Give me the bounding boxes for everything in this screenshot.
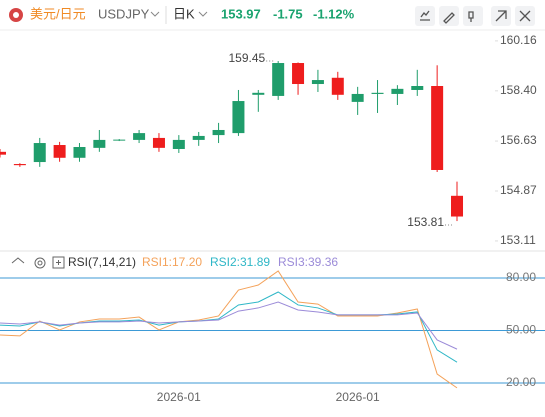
candle-body <box>351 93 364 102</box>
icon <box>519 10 531 22</box>
period[interactable]: 日K <box>173 6 195 21</box>
candle-body <box>391 88 404 94</box>
indicator-icon-plus <box>56 260 61 265</box>
rsi-header: RSI(7,14,21) <box>11 255 136 269</box>
change: -1.75 <box>273 6 303 21</box>
legend-entry: RSI3:39.36 <box>278 255 338 269</box>
x-tick-label: 2026-01 <box>157 390 201 404</box>
y-tick-label: 50.00 <box>506 323 536 337</box>
annotation: 153.81 <box>407 215 444 229</box>
price: 153.97 <box>221 6 261 21</box>
rsi-title: RSI(7,14,21) <box>68 255 136 269</box>
dropdown-arrow[interactable] <box>150 11 160 17</box>
tool-button[interactable] <box>415 6 435 26</box>
candle-body <box>411 86 424 90</box>
icon <box>495 10 507 22</box>
candle-body <box>212 129 225 136</box>
icon <box>468 11 474 22</box>
candle-body <box>93 139 106 148</box>
flag-icon-inner <box>13 12 19 18</box>
candle-body <box>33 143 46 163</box>
candle-body <box>0 151 6 155</box>
candle-body <box>451 195 464 217</box>
pair-name[interactable]: 美元/日元 <box>30 6 86 21</box>
y-tick-label: 20.00 <box>506 375 536 389</box>
candle-body <box>152 137 165 148</box>
indicator-icon[interactable] <box>52 256 65 269</box>
header: 美元/日元 USDJPY 日K 153.97 -1.75 -1.12% <box>0 6 545 31</box>
toolbar <box>415 6 535 26</box>
tool-icons <box>420 10 531 24</box>
candle-body <box>371 92 384 94</box>
candle-body <box>113 139 126 141</box>
icon <box>420 10 430 21</box>
x-tick-label: 2026-01 <box>336 390 380 404</box>
candle-body <box>73 147 86 158</box>
candle-body <box>331 77 344 95</box>
symbol: USDJPY <box>98 6 150 21</box>
dropdown-arrow[interactable] <box>198 11 208 17</box>
change-pct: -1.12% <box>313 6 355 21</box>
candle-body <box>252 92 265 95</box>
y-tick-label: 160.16 <box>500 33 537 47</box>
candle-body <box>311 80 324 85</box>
y-tick-label: 158.40 <box>500 83 537 97</box>
annotation: 159.45 <box>228 51 265 65</box>
candle-body <box>292 63 305 85</box>
y-tick-label: 156.63 <box>500 133 537 147</box>
icon <box>443 12 455 24</box>
candle-body <box>13 164 26 166</box>
candle-body <box>192 135 205 140</box>
settings-icon[interactable] <box>34 257 46 269</box>
y-tick-label: 154.87 <box>500 183 537 197</box>
rsi-line <box>0 301 458 350</box>
candle-body <box>133 133 146 140</box>
legend-entry: RSI2:31.89 <box>210 255 270 269</box>
candle-body <box>232 101 245 134</box>
candle-body <box>53 145 66 158</box>
rsi-line <box>0 270 458 389</box>
settings-icon-inner <box>37 260 43 266</box>
collapse-icon[interactable] <box>11 257 25 264</box>
y-tick-label: 153.11 <box>500 233 536 247</box>
candle-body <box>431 86 444 170</box>
legend-entry: RSI1:17.20 <box>142 255 202 269</box>
candle-body <box>272 63 285 96</box>
candle-body <box>172 139 185 149</box>
y-tick-label: 80.00 <box>506 270 536 284</box>
